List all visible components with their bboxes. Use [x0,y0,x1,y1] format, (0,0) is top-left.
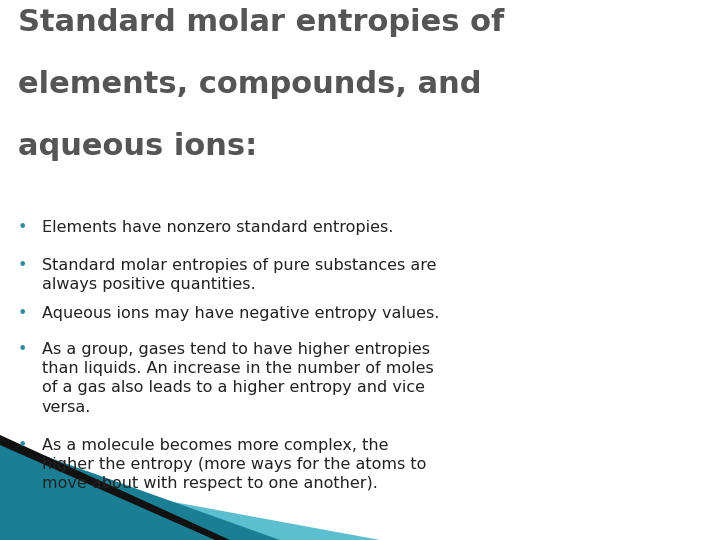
Text: Aqueous ions may have negative entropy values.: Aqueous ions may have negative entropy v… [42,306,439,321]
Text: •: • [18,220,27,235]
Text: •: • [18,342,27,357]
Text: Standard molar entropies of: Standard molar entropies of [18,8,504,37]
Polygon shape [0,440,280,540]
Polygon shape [0,470,380,540]
Text: aqueous ions:: aqueous ions: [18,132,257,161]
Text: •: • [18,306,27,321]
Text: Elements have nonzero standard entropies.: Elements have nonzero standard entropies… [42,220,393,235]
Text: As a molecule becomes more complex, the
higher the entropy (more ways for the at: As a molecule becomes more complex, the … [42,438,426,491]
Polygon shape [0,435,230,540]
Text: As a group, gases tend to have higher entropies
than liquids. An increase in the: As a group, gases tend to have higher en… [42,342,433,415]
Text: Standard molar entropies of pure substances are
always positive quantities.: Standard molar entropies of pure substan… [42,258,436,292]
Text: •: • [18,258,27,273]
Text: elements, compounds, and: elements, compounds, and [18,70,482,99]
Text: •: • [18,438,27,453]
